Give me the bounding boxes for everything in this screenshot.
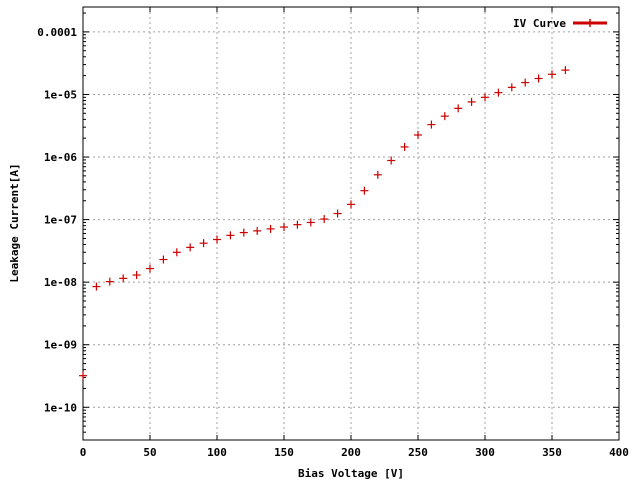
legend: IV Curve bbox=[513, 17, 607, 30]
data-point bbox=[159, 255, 168, 264]
data-point bbox=[548, 70, 556, 79]
data-point bbox=[199, 239, 208, 248]
data-point bbox=[320, 215, 329, 224]
data-point bbox=[186, 243, 195, 252]
y-tick-label: 1e-09 bbox=[44, 339, 77, 352]
data-point bbox=[534, 74, 543, 83]
y-tick-label: 1e-05 bbox=[44, 88, 77, 101]
grid-lines bbox=[83, 7, 619, 440]
data-point bbox=[507, 83, 516, 92]
data-point bbox=[105, 277, 114, 286]
data-point bbox=[387, 156, 396, 165]
x-tick-labels: 0 50 100 150 200 250 300 350 400 bbox=[80, 446, 629, 459]
x-tick-label: 300 bbox=[475, 446, 495, 459]
data-point bbox=[172, 248, 181, 257]
y-tick-label: 1e-06 bbox=[44, 151, 77, 164]
data-point bbox=[239, 228, 248, 237]
data-point bbox=[347, 200, 355, 209]
x-tick-label: 150 bbox=[274, 446, 294, 459]
x-tick-label: 0 bbox=[80, 446, 87, 459]
x-tick-label: 200 bbox=[341, 446, 361, 459]
y-axis-title: Leakage Current[A] bbox=[8, 163, 21, 282]
axis-ticks bbox=[82, 7, 620, 441]
x-tick-label: 100 bbox=[207, 446, 227, 459]
data-point bbox=[360, 186, 369, 195]
data-point bbox=[481, 93, 489, 102]
data-point bbox=[427, 120, 436, 129]
data-point bbox=[306, 218, 315, 227]
data-point bbox=[119, 274, 128, 283]
data-point bbox=[213, 235, 221, 244]
data-point bbox=[253, 226, 262, 235]
data-point bbox=[146, 264, 154, 273]
data-point bbox=[440, 112, 449, 121]
x-tick-label: 350 bbox=[542, 446, 562, 459]
y-tick-label: 1e-08 bbox=[44, 276, 77, 289]
x-tick-label: 50 bbox=[143, 446, 156, 459]
data-point bbox=[494, 88, 503, 97]
data-point bbox=[280, 223, 288, 232]
data-point bbox=[79, 371, 87, 380]
y-tick-label: 1e-07 bbox=[44, 214, 77, 227]
data-point bbox=[561, 66, 570, 75]
data-point bbox=[132, 271, 141, 280]
y-tick-labels: 1e-10 1e-09 1e-08 1e-07 1e-06 1e-05 0.0001 bbox=[37, 26, 77, 414]
data-point bbox=[467, 97, 476, 106]
x-tick-label: 250 bbox=[408, 446, 428, 459]
legend-label: IV Curve bbox=[513, 17, 566, 30]
data-points bbox=[79, 66, 570, 380]
data-point bbox=[521, 78, 530, 87]
data-point bbox=[400, 142, 409, 151]
data-point bbox=[373, 170, 382, 179]
y-tick-label: 0.0001 bbox=[37, 26, 77, 39]
data-point bbox=[266, 224, 275, 233]
data-point bbox=[333, 209, 342, 218]
x-tick-label: 400 bbox=[609, 446, 629, 459]
data-point bbox=[226, 231, 235, 240]
y-tick-label: 1e-10 bbox=[44, 401, 77, 414]
x-axis-title: Bias Voltage [V] bbox=[298, 467, 404, 480]
data-point bbox=[293, 220, 302, 229]
data-point bbox=[454, 104, 463, 113]
data-point bbox=[414, 130, 422, 139]
data-point bbox=[92, 282, 101, 291]
